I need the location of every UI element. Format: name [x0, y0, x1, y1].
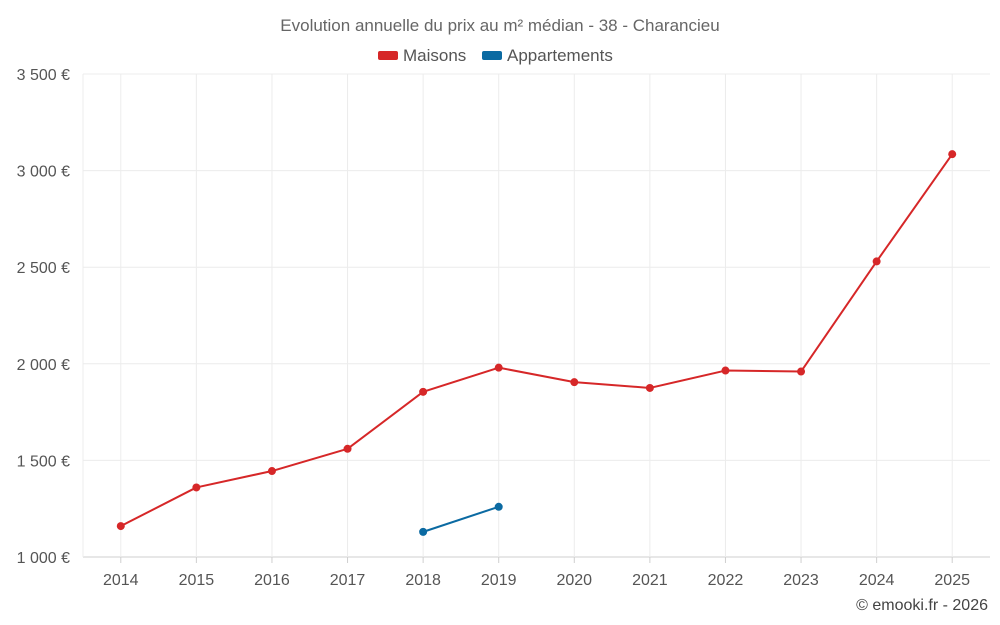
y-tick-label: 3 500 € [17, 67, 70, 84]
x-axis: 2014 2015 2016 2017 2018 2019 2020 2021 2022 2023… [103, 557, 970, 589]
x-tick-label: 2024 [859, 572, 895, 589]
x-tick-label: 2018 [405, 572, 441, 589]
x-tick-label: 2025 [934, 572, 970, 589]
data-point[interactable] [419, 527, 428, 536]
data-point[interactable] [343, 444, 352, 453]
data-point[interactable] [116, 522, 125, 531]
credit-text: © emooki.fr - 2026 [856, 597, 988, 614]
y-tick-label: 3 000 € [17, 164, 70, 181]
data-point[interactable] [419, 387, 428, 396]
series-maisons [116, 150, 957, 531]
x-tick-label: 2020 [556, 572, 592, 589]
y-tick-label: 2 500 € [17, 260, 70, 277]
data-point[interactable] [645, 383, 654, 392]
series-line-maisons [120, 153, 954, 527]
x-tick-label: 2019 [481, 572, 517, 589]
legend-swatch [482, 51, 502, 60]
grid [82, 73, 990, 558]
data-point[interactable] [797, 367, 806, 376]
x-tick-label: 2021 [632, 572, 668, 589]
data-point[interactable] [267, 467, 276, 476]
x-tick-label: 2022 [708, 572, 744, 589]
series-layer [116, 150, 957, 536]
data-point[interactable] [948, 150, 957, 159]
legend-item-maisons[interactable]: Maisons [378, 46, 466, 65]
legend-label: Maisons [403, 46, 466, 65]
x-tick-label: 2017 [330, 572, 366, 589]
data-point[interactable] [570, 378, 579, 387]
legend-item-appartements[interactable]: Appartements [482, 46, 613, 65]
y-tick-label: 1 500 € [17, 453, 70, 470]
x-tick-label: 2015 [179, 572, 215, 589]
chart-title: Evolution annuelle du prix au m² médian … [280, 16, 719, 35]
data-point[interactable] [494, 502, 503, 511]
x-tick-label: 2014 [103, 572, 139, 589]
legend-swatch [378, 51, 398, 60]
data-point[interactable] [721, 366, 730, 375]
y-tick-label: 1 000 € [17, 550, 70, 567]
series-line-appartements [422, 505, 500, 533]
legend: Maisons Appartements [378, 46, 613, 65]
y-tick-label: 2 000 € [17, 357, 70, 374]
data-point[interactable] [192, 483, 201, 492]
data-point[interactable] [494, 363, 503, 372]
x-tick-label: 2016 [254, 572, 290, 589]
data-point[interactable] [872, 257, 881, 266]
legend-label: Appartements [507, 46, 613, 65]
y-axis: 1 000 € 1 500 € 2 000 € 2 500 € 3 000 € 3 500… [17, 67, 70, 567]
series-appartements [419, 502, 503, 536]
x-tick-label: 2023 [783, 572, 819, 589]
